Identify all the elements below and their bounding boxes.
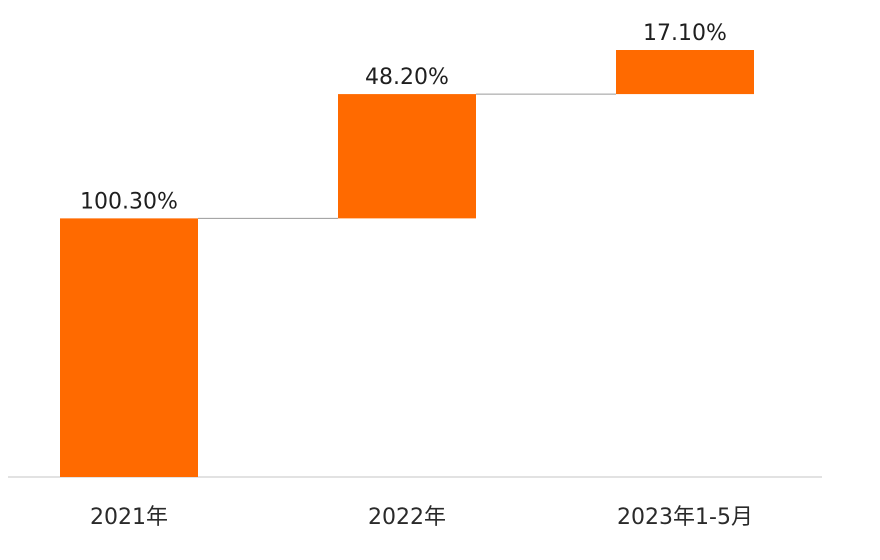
bar-3 <box>616 50 754 95</box>
value-label-3: 17.10% <box>643 21 727 46</box>
value-labels-group: 100.30% 48.20% 17.10% <box>80 21 727 214</box>
bar-2 <box>338 94 476 219</box>
value-label-1: 100.30% <box>80 189 178 214</box>
bars-group <box>60 50 754 477</box>
x-tick-label-3: 2023年1-5月 <box>617 505 753 530</box>
bar-1 <box>60 218 198 477</box>
connector-lines <box>198 93 616 219</box>
x-tick-labels-group: 2021年 2022年 2023年1-5月 <box>90 505 753 530</box>
x-tick-label-2: 2022年 <box>368 505 446 530</box>
x-tick-label-1: 2021年 <box>90 505 168 530</box>
value-label-2: 48.20% <box>365 65 449 90</box>
